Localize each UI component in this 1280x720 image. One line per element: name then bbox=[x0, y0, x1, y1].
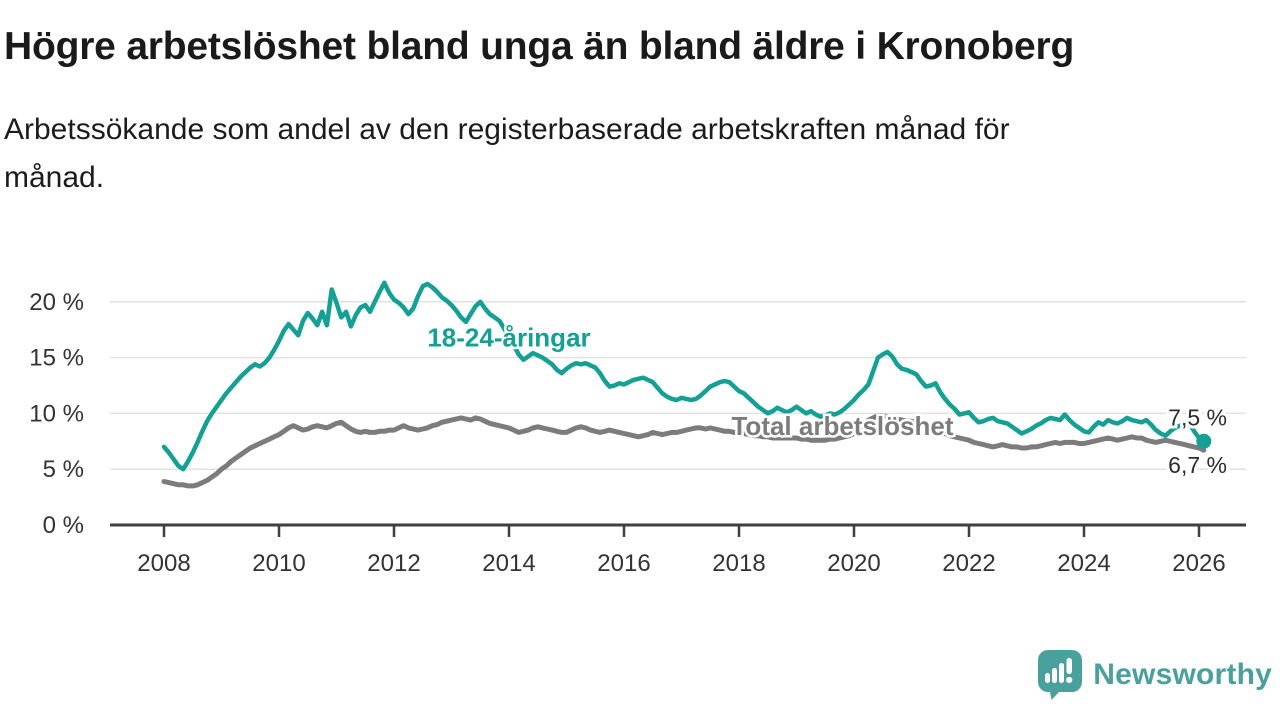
y-tick-label-15: 15 % bbox=[29, 345, 84, 372]
series-line-total bbox=[161, 413, 1207, 489]
series-label-youth: 18-24-åringar bbox=[427, 323, 590, 353]
logo-bar-small bbox=[1045, 673, 1051, 683]
brand-footer: Newsworthy bbox=[1037, 648, 1272, 702]
y-tick-label-20: 20 % bbox=[29, 289, 84, 316]
chart-subtitle-line1: Arbetssökande som andel av den registerb… bbox=[4, 113, 1010, 146]
x-tick-label-2020: 2020 bbox=[827, 550, 880, 577]
y-tick-label-5: 5 % bbox=[43, 456, 84, 483]
x-tick-label-2014: 2014 bbox=[482, 550, 535, 577]
x-tick-label-2018: 2018 bbox=[712, 550, 765, 577]
end-value-label-youth: 7,5 % bbox=[1168, 404, 1227, 430]
brand-name: Newsworthy bbox=[1093, 658, 1272, 691]
x-tick-label-2008: 2008 bbox=[137, 550, 190, 577]
x-tick-label-2012: 2012 bbox=[367, 550, 420, 577]
x-tick-label-2026: 2026 bbox=[1172, 550, 1225, 577]
series-line-youth bbox=[161, 280, 1207, 472]
chart-subtitle-line2: månad. bbox=[4, 161, 105, 194]
y-tick-label-0: 0 % bbox=[43, 512, 84, 539]
end-value-label-total: 6,7 % bbox=[1168, 452, 1227, 478]
logo-exclamation-stem bbox=[1066, 658, 1073, 674]
logo-bar-medium bbox=[1052, 668, 1058, 683]
logo-bar-large bbox=[1059, 663, 1065, 683]
x-tick-label-2010: 2010 bbox=[252, 550, 305, 577]
series-label-total: Total arbetslöshet bbox=[731, 411, 953, 441]
x-tick-label-2022: 2022 bbox=[942, 550, 995, 577]
x-tick-label-2016: 2016 bbox=[597, 550, 650, 577]
chart-title: Högre arbetslöshet bland unga än bland ä… bbox=[4, 25, 1075, 68]
newsworthy-logo-icon bbox=[1038, 650, 1083, 700]
logo-exclamation-dot bbox=[1066, 676, 1073, 684]
y-tick-label-10: 10 % bbox=[29, 400, 84, 427]
x-tick-label-2024: 2024 bbox=[1057, 550, 1110, 577]
chart-subtitle: Arbetssökande som andel av den registerb… bbox=[4, 106, 1224, 202]
latest-value-dot bbox=[1196, 433, 1212, 449]
